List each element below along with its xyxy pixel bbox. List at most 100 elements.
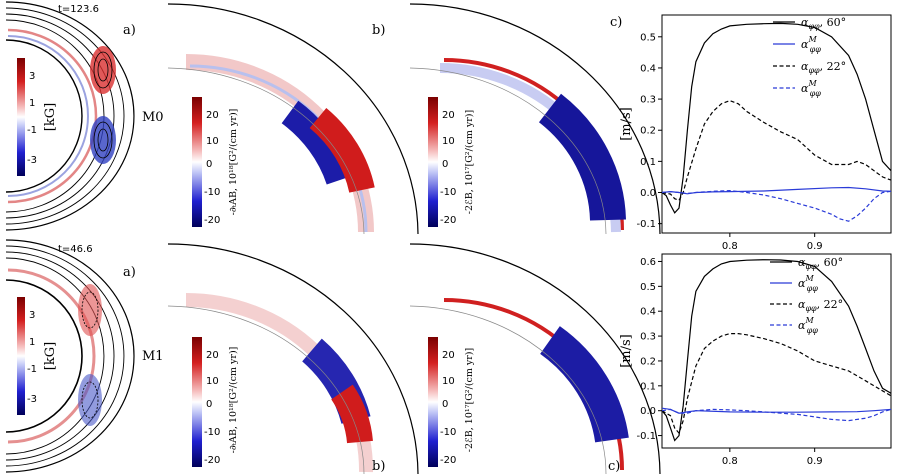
row-m1: t=46.6 a) M1 3 1 -1 -3 [kG] b) 20 10 0 — [5, 239, 892, 474]
y-tick-label: -0.1 — [636, 219, 656, 230]
panel-label-c: c) — [610, 15, 622, 30]
panel-d-m0: d) -0.10.00.10.20.30.40.50.80.9[m/s]αφφ,… — [619, 14, 892, 252]
x-tick-label: 0.9 — [807, 241, 823, 252]
plot-frame — [661, 253, 892, 449]
field-line — [5, 7, 125, 225]
panel-b-m1: b) 20 10 0 -10 -20 -∂ₜAB, 10¹⁸[G²/(cm yr… — [168, 243, 419, 474]
y-axis-label: [m/s] — [619, 334, 634, 368]
ab-colorbar-tick: 20 — [206, 350, 219, 361]
series-line — [661, 99, 892, 202]
field-colorbar — [17, 297, 25, 415]
legend-entry: αφφ, 60° — [801, 16, 846, 31]
ab-colorbar-tick: -20 — [204, 215, 220, 226]
panel-label-b: b) — [372, 459, 385, 474]
eb-colorbar-tick: 10 — [442, 136, 455, 147]
field-line — [93, 121, 113, 159]
eb-colorbar-tick: 0 — [442, 399, 448, 410]
y-tick-label: 0.0 — [640, 406, 656, 417]
x-tick-label: 0.8 — [722, 241, 738, 252]
y-axis-label: [m/s] — [619, 107, 634, 141]
y-tick-label: 0.0 — [640, 188, 656, 199]
panel-d-m1: -0.1 0.0 0.1 0.2 0.3 0.4 0.5 0.6 0.8 0.9 [m/s] αφφ,… — [619, 253, 892, 467]
star-outline — [5, 1, 135, 231]
field-colorbar-tick: -1 — [27, 125, 37, 136]
eb-colorbar-tick: -20 — [440, 215, 456, 226]
panel-c-m0: c) 20 10 0 -10 -20 -2ℰB, 10¹⁷[G²/(cm yr)… — [410, 3, 661, 234]
y-tick-label: 0.6 — [640, 257, 656, 268]
ab-colorbar-label: -∂ₜAB, 10¹⁸[G²/(cm yr)] — [228, 109, 239, 216]
flux-band — [331, 384, 373, 444]
panel-label-a: a) — [123, 23, 136, 38]
eb-colorbar — [428, 97, 438, 227]
row-m0: t=123.6 a) M0 3 1 -1 -3 [kG] b) 20 10 — [5, 1, 892, 252]
field-colorbar — [17, 58, 25, 176]
field-line — [81, 381, 99, 419]
legend-entry: αφφ, 22° — [798, 298, 843, 313]
inner-boundary — [410, 305, 607, 474]
star-outline — [5, 239, 135, 473]
legend-entry: αφφ, 60° — [798, 256, 843, 271]
field-line — [5, 245, 125, 467]
series-line — [661, 408, 892, 422]
field-colorbar-tick: -3 — [27, 394, 37, 405]
field-colorbar-tick: 1 — [29, 98, 35, 109]
field-colorbar-label: [kG] — [43, 342, 58, 370]
ab-colorbar-tick: 0 — [206, 159, 212, 170]
y-tick-label: 0.5 — [640, 282, 656, 293]
eb-colorbar-tick: 20 — [442, 350, 455, 361]
model-label: M1 — [142, 349, 164, 364]
eb-colorbar-tick: -10 — [440, 427, 456, 438]
inner-boundary — [168, 305, 365, 474]
flux-band — [538, 93, 626, 221]
alpha-profile-chart-m1: -0.1 0.0 0.1 0.2 0.3 0.4 0.5 0.6 0.8 0.9 [m/s] αφφ,… — [619, 253, 892, 467]
flux-spot — [78, 374, 102, 426]
eb-colorbar-tick: -10 — [440, 187, 456, 198]
legend-entry: αφφ, 22° — [801, 60, 846, 75]
field-colorbar-tick: -1 — [27, 364, 37, 375]
flux-band — [281, 100, 354, 185]
panel-label-c: c) — [608, 459, 620, 474]
eb-colorbar-label: -2ℰB, 10¹⁷[G²/(cm yr)] — [464, 110, 475, 214]
ab-colorbar-tick: -10 — [204, 427, 220, 438]
ab-colorbar-tick: -20 — [204, 455, 220, 466]
toroidal-field-band — [7, 28, 98, 204]
eb-colorbar-tick: 20 — [442, 110, 455, 121]
x-tick-label: 0.9 — [807, 456, 823, 467]
y-tick-label: 0.1 — [640, 381, 656, 392]
eb-colorbar-tick: 0 — [442, 159, 448, 170]
y-tick-label: 0.3 — [640, 95, 656, 106]
series-line — [661, 186, 892, 195]
panel-b-m0: b) 20 10 0 -10 -20 -∂ₜAB, 10¹⁸[G²/(cm yr… — [168, 3, 419, 234]
eb-colorbar-label: -2ℰB, 10¹⁷[G²/(cm yr)] — [464, 348, 475, 452]
outer-boundary — [410, 243, 661, 474]
outer-boundary — [410, 3, 661, 234]
ab-colorbar — [192, 97, 202, 227]
y-tick-label: 0.1 — [640, 157, 656, 168]
alpha-profile-chart-m0: -0.1 0.0 0.1 0.2 0.3 0.4 0.5 0.8 0.9 [m/s] αφφ, 60… — [619, 14, 892, 252]
series-line — [661, 189, 892, 222]
y-tick-label: 0.2 — [640, 126, 656, 137]
ab-colorbar-tick: 10 — [206, 376, 219, 387]
flux-spot — [78, 284, 102, 336]
panel-label-b: b) — [372, 23, 385, 38]
eb-colorbar-tick: 10 — [442, 376, 455, 387]
field-line — [81, 291, 99, 329]
field-line — [93, 51, 113, 89]
series-line — [661, 259, 892, 442]
inner-boundary — [410, 67, 607, 234]
x-tick-label: 0.8 — [722, 456, 738, 467]
panel-c-m1: c) 20 10 0 -10 -20 -2ℰB, 10¹⁷[G²/(cm yr)… — [410, 243, 661, 474]
ab-colorbar-tick: 0 — [206, 399, 212, 410]
field-colorbar-tick: 3 — [29, 310, 35, 321]
field-colorbar-label: [kG] — [43, 103, 58, 131]
y-tick-label: 0.2 — [640, 356, 656, 367]
panel-a-m1: t=46.6 a) M1 3 1 -1 -3 [kG] — [5, 239, 164, 473]
panel-label-a: a) — [123, 265, 136, 280]
toroidal-field-band — [7, 268, 96, 444]
eb-colorbar — [428, 337, 438, 467]
field-line — [5, 19, 105, 213]
ab-colorbar-tick: 10 — [206, 136, 219, 147]
ab-colorbar-tick: -10 — [204, 187, 220, 198]
